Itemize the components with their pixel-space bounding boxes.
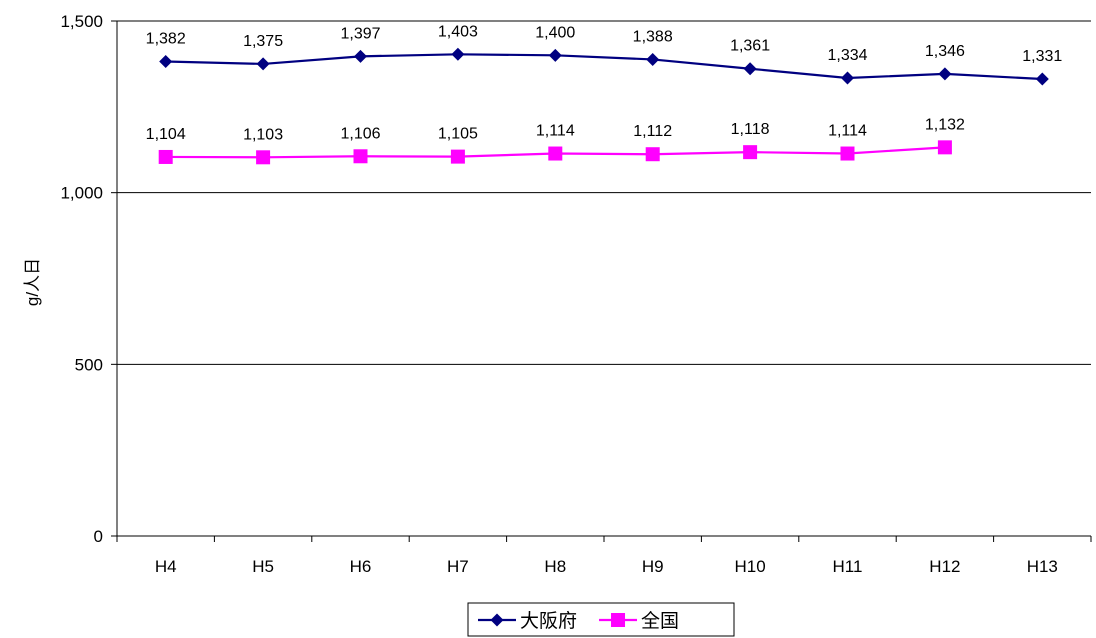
series-1-point [1035, 72, 1049, 86]
x-tick-label: H7 [447, 557, 469, 576]
series-1-data-label: 1,388 [633, 28, 673, 45]
series-1-point [548, 48, 562, 62]
legend-item-2-marker [611, 613, 626, 627]
series-1-point [354, 49, 367, 63]
series-1-data-label: 1,346 [925, 43, 965, 60]
series-1-data-label: 1,382 [146, 31, 186, 48]
series-2-point [353, 149, 368, 164]
axes: 0 500 1,000 1,500 H4 H5 H6 H7 H8 H9 H10 H11 H12 H13 [60, 12, 1092, 576]
series-2-point [450, 149, 465, 164]
x-tick-label: H5 [252, 557, 274, 576]
legend-item-1-label: 大阪府 [520, 610, 577, 632]
x-tick-label: H13 [1027, 557, 1058, 576]
x-tick-label: H10 [735, 557, 766, 576]
legend-item-2-label: 全国 [641, 610, 679, 632]
gridlines [117, 20, 1091, 365]
series-1-point [646, 52, 660, 66]
series-2-data-label: 1,103 [243, 126, 283, 143]
series-2-point [743, 145, 758, 160]
series-2-data-label: 1,105 [438, 126, 478, 143]
series-1-data-label: 1,403 [438, 23, 478, 40]
series-2-point [158, 149, 173, 164]
series-2-data-label: 1,114 [828, 123, 867, 140]
series-1-point [743, 62, 757, 76]
legend-item-1: 大阪府 [478, 610, 577, 632]
y-axis-title: g/人日 [23, 258, 42, 306]
series-1-line [165, 53, 1043, 81]
series-1-data-label: 1,334 [827, 47, 867, 64]
series-1-point [841, 71, 854, 85]
series-1-data-label: 1,331 [1022, 48, 1062, 65]
series-1-data-label: 1,397 [340, 25, 380, 42]
legend-item-1-marker [490, 613, 504, 627]
series-2-point [256, 150, 271, 165]
series-2-data-label: 1,104 [146, 126, 186, 143]
series-1-data-label: 1,361 [730, 38, 770, 55]
series-1-point [451, 47, 465, 61]
series-1-point [159, 55, 173, 69]
series-layer [158, 47, 1049, 165]
series-1-point [256, 57, 270, 71]
series-2-data-label: 1,106 [340, 125, 380, 142]
y-tick-label: 500 [75, 355, 103, 374]
x-tick-label: H12 [929, 557, 960, 576]
x-tick-label: H8 [544, 557, 566, 576]
series-2-data-label: 1,114 [536, 123, 575, 140]
series-1-point [938, 67, 952, 81]
series-1-data-label: 1,375 [243, 33, 283, 50]
y-tick-label: 0 [94, 527, 103, 546]
data-labels: 1,382 1,375 1,397 1,403 1,400 1,388 1,361 1,334… [146, 23, 1063, 143]
y-tick-label: 1,000 [60, 184, 103, 203]
series-1-data-label: 1,400 [535, 24, 575, 41]
series-2-data-label: 1,112 [633, 123, 672, 140]
x-tick-label: H4 [155, 557, 177, 576]
y-tick-label: 1,500 [60, 12, 103, 31]
series-2-data-label: 1,132 [925, 116, 965, 133]
x-tick-label: H6 [350, 557, 372, 576]
series-2-point [937, 140, 952, 155]
series-2-point [645, 147, 660, 162]
series-2-point [840, 146, 855, 161]
legend: 大阪府 全国 [467, 602, 735, 637]
series-2-point [548, 146, 563, 161]
series-2-data-label: 1,118 [731, 121, 770, 138]
x-tick-label: H11 [833, 557, 863, 576]
legend-item-2: 全国 [599, 610, 679, 632]
x-tick-label: H9 [642, 557, 664, 576]
